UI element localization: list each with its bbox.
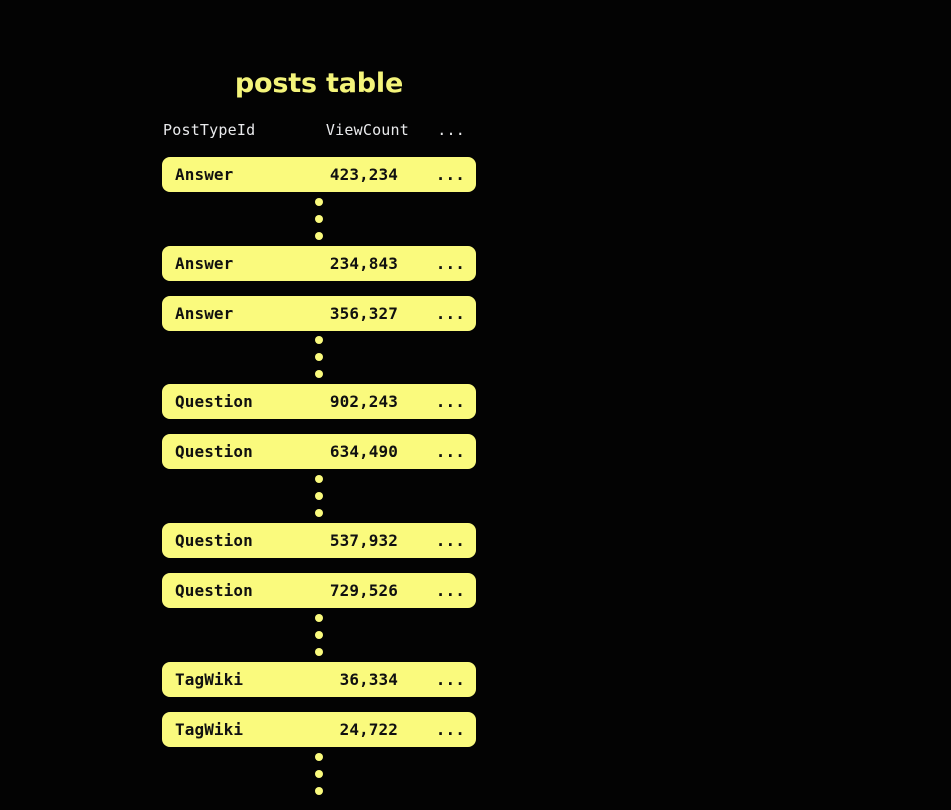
cell-view-count: 902,243 (329, 392, 398, 411)
ellipsis-dot-icon (315, 232, 323, 240)
ellipsis-dot-icon (315, 509, 323, 517)
cell-post-type-id: Answer (175, 304, 234, 323)
ellipsis-dot-icon (315, 198, 323, 206)
cell-post-type-id: Answer (175, 165, 234, 184)
column-header-more-ellipsis-icon: ... (437, 121, 465, 139)
cell-view-count: 234,843 (329, 254, 398, 273)
cell-view-count: 634,490 (329, 442, 398, 461)
cell-more-ellipsis-icon: ... (435, 720, 465, 739)
ellipsis-dot-icon (315, 614, 323, 622)
cell-view-count: 537,932 (329, 531, 398, 550)
vertical-ellipsis-icon (312, 753, 326, 795)
vertical-ellipsis-icon (312, 336, 326, 378)
cell-post-type-id: Answer (175, 254, 234, 273)
cell-more-ellipsis-icon: ... (435, 165, 465, 184)
table-row: TagWiki 36,334... (162, 662, 476, 697)
table-row: Question 537,932... (162, 523, 476, 558)
cell-more-ellipsis-icon: ... (435, 304, 465, 323)
cell-more-ellipsis-icon: ... (435, 581, 465, 600)
ellipsis-dot-icon (315, 475, 323, 483)
ellipsis-dot-icon (315, 370, 323, 378)
cell-view-count: 729,526 (329, 581, 398, 600)
cell-post-type-id: Question (175, 392, 253, 411)
cell-post-type-id: Question (175, 581, 253, 600)
cell-post-type-id: TagWiki (175, 670, 244, 689)
cell-view-count: 36,334 (339, 670, 398, 689)
table-row: Question 729,526... (162, 573, 476, 608)
cell-more-ellipsis-icon: ... (435, 392, 465, 411)
ellipsis-dot-icon (315, 492, 323, 500)
cell-view-count: 423,234 (329, 165, 398, 184)
cell-post-type-id: Question (175, 531, 253, 550)
vertical-ellipsis-icon (312, 475, 326, 517)
cell-more-ellipsis-icon: ... (435, 254, 465, 273)
vertical-ellipsis-icon (312, 198, 326, 240)
ellipsis-dot-icon (315, 648, 323, 656)
table-column-headers: PostTypeId ViewCount ... (162, 118, 476, 142)
ellipsis-dot-icon (315, 631, 323, 639)
table-row: TagWiki 24,722... (162, 712, 476, 747)
vertical-ellipsis-icon (312, 614, 326, 656)
table-row: Answer 234,843... (162, 246, 476, 281)
page-title: posts table (234, 68, 404, 99)
cell-more-ellipsis-icon: ... (435, 442, 465, 461)
ellipsis-dot-icon (315, 353, 323, 361)
table-row: Answer 356,327... (162, 296, 476, 331)
column-header-post-type-id: PostTypeId (163, 121, 256, 139)
column-header-view-count: ViewCount (325, 121, 409, 139)
cell-post-type-id: TagWiki (175, 720, 244, 739)
table-row: Question 634,490... (162, 434, 476, 469)
cell-view-count: 356,327 (329, 304, 398, 323)
cell-view-count: 24,722 (339, 720, 398, 739)
cell-more-ellipsis-icon: ... (435, 670, 465, 689)
ellipsis-dot-icon (315, 770, 323, 778)
cell-more-ellipsis-icon: ... (435, 531, 465, 550)
ellipsis-dot-icon (315, 753, 323, 761)
ellipsis-dot-icon (315, 215, 323, 223)
ellipsis-dot-icon (315, 787, 323, 795)
cell-post-type-id: Question (175, 442, 253, 461)
table-row: Question 902,243... (162, 384, 476, 419)
ellipsis-dot-icon (315, 336, 323, 344)
table-row: Answer 423,234... (162, 157, 476, 192)
